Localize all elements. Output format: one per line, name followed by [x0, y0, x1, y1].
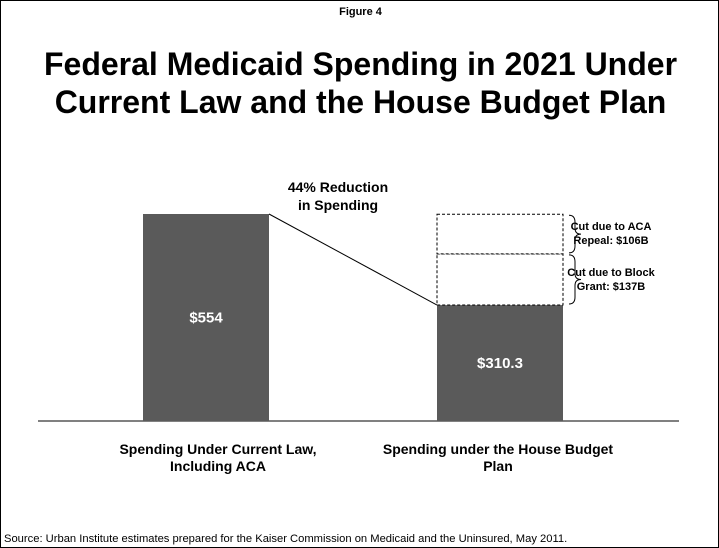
- category-label-current-law-line-2: Including ACA: [170, 458, 266, 474]
- annotation-block-grant: Cut due to Block Grant: $137B: [556, 266, 666, 294]
- bar-2-segment-3: [436, 213, 564, 255]
- figure-label: Figure 4: [339, 6, 382, 18]
- bar-2-segment-1: [437, 305, 563, 421]
- category-label-house-plan-line-1: Spending under the House Budget: [382, 441, 614, 457]
- bar-1-value-label: $554: [189, 310, 223, 327]
- reduction-label-line-2: in Spending: [297, 197, 379, 213]
- category-label-house-plan-line-2: Plan: [483, 458, 513, 474]
- annotation-aca-repeal: Cut due to ACA Repeal: $106B: [556, 220, 666, 248]
- reduction-connector-line: [268, 213, 438, 306]
- annotation-block-line-1: Cut due to Block: [567, 267, 655, 279]
- brace-aca-repeal: [568, 214, 582, 254]
- title-line-2: Current Law and the House Budget Plan: [54, 84, 667, 120]
- bar-2-segment-2: [436, 253, 564, 306]
- title-line-1: Federal Medicaid Spending in 2021 Under: [43, 46, 678, 82]
- brace-block-grant: [568, 254, 582, 305]
- category-label-current-law-line-1: Spending Under Current Law,: [119, 441, 317, 457]
- bar-1-segment-1: [143, 214, 269, 421]
- chart-title: Federal Medicaid Spending in 2021 Under …: [1, 45, 719, 121]
- annotation-aca-line-1: Cut due to ACA: [570, 221, 652, 233]
- annotation-aca-line-2: Repeal: $106B: [573, 235, 649, 247]
- source-note: Source: Urban Institute estimates prepar…: [4, 533, 568, 545]
- category-label-current-law: Spending Under Current Law, Including AC…: [93, 441, 343, 475]
- annotation-block-line-2: Grant: $137B: [576, 281, 646, 293]
- category-label-house-plan: Spending under the House Budget Plan: [373, 441, 623, 475]
- bar-2-value-label: $310.3: [477, 355, 523, 372]
- reduction-label: 44% Reduction in Spending: [263, 178, 413, 214]
- reduction-label-line-1: 44% Reduction: [287, 179, 389, 195]
